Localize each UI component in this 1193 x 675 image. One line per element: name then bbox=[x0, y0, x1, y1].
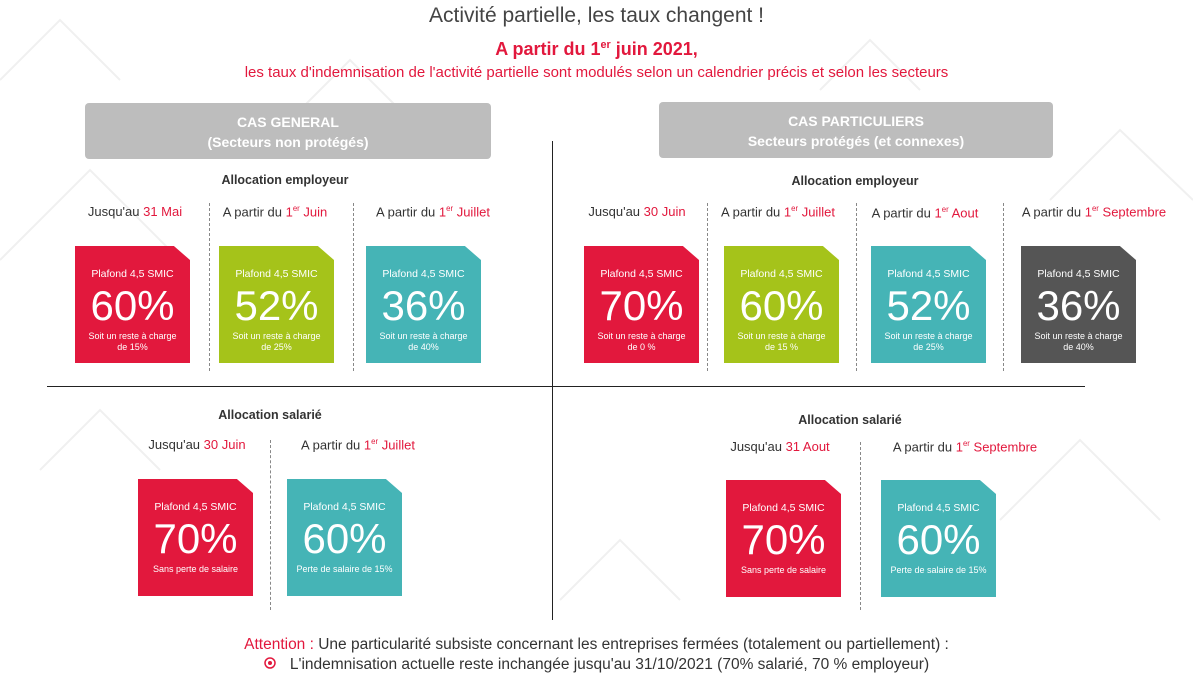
rate-card: Plafond 4,5 SMIC 60% Perte de salaire de… bbox=[881, 480, 996, 597]
horizontal-divider bbox=[47, 386, 1085, 387]
rate-card: Plafond 4,5 SMIC 60% Perte de salaire de… bbox=[287, 479, 402, 596]
particuliers-employeur-period-3: A partir du 1er Aout bbox=[871, 205, 979, 221]
dashed-separator bbox=[270, 440, 271, 610]
rate-card: Plafond 4,5 SMIC 52% Soit un reste à cha… bbox=[871, 246, 986, 363]
general-employeur-period-1: Jusqu'au 31 Mai bbox=[87, 204, 183, 219]
dashed-separator bbox=[209, 203, 210, 371]
page-subline: les taux d'indemnisation de l'activité p… bbox=[244, 64, 949, 81]
dashed-separator bbox=[856, 203, 857, 371]
bullet-note: L'indemnisation actuelle reste inchangée… bbox=[0, 656, 1193, 674]
general-salarie-period-2: A partir du 1er Juillet bbox=[301, 437, 415, 453]
page-subtitle: A partir du 1er juin 2021, bbox=[495, 39, 698, 59]
general-employeur-heading: Allocation employeur bbox=[221, 173, 349, 187]
target-icon bbox=[264, 657, 276, 669]
banner-cas-particuliers: CAS PARTICULIERS Secteurs protégés (et co… bbox=[659, 102, 1053, 158]
particuliers-employeur-period-1: Jusqu'au 30 Juin bbox=[588, 204, 686, 219]
particuliers-salarie-period-1: Jusqu'au 31 Aout bbox=[730, 439, 830, 454]
general-salarie-period-1: Jusqu'au 30 Juin bbox=[148, 437, 246, 452]
dashed-separator bbox=[353, 203, 354, 371]
rate-card: Plafond 4,5 SMIC 36% Soit un reste à cha… bbox=[1021, 246, 1136, 363]
dashed-separator bbox=[1003, 203, 1004, 371]
particuliers-salarie-period-2: A partir du 1er Septembre bbox=[892, 439, 1038, 455]
rate-card: Plafond 4,5 SMIC 70% Sans perte de salai… bbox=[138, 479, 253, 596]
particuliers-employeur-period-2: A partir du 1er Juillet bbox=[721, 204, 835, 220]
particuliers-employeur-period-4: A partir du 1er Septembre bbox=[1021, 204, 1167, 220]
particuliers-salarie-heading: Allocation salarié bbox=[798, 413, 902, 427]
rate-card: Plafond 4,5 SMIC 36% Soit un reste à cha… bbox=[366, 246, 481, 363]
page-title: Activité partielle, les taux changent ! bbox=[428, 4, 764, 27]
dashed-separator bbox=[860, 442, 861, 610]
rate-card: Plafond 4,5 SMIC 60% Soit un reste à cha… bbox=[724, 246, 839, 363]
rate-card: Plafond 4,5 SMIC 60% Soit un reste à cha… bbox=[75, 246, 190, 363]
particuliers-employeur-heading: Allocation employeur bbox=[791, 174, 919, 188]
attention-note: Attention : Une particularité subsiste c… bbox=[244, 636, 949, 653]
rate-card: Plafond 4,5 SMIC 70% Sans perte de salai… bbox=[726, 480, 841, 597]
general-employeur-period-3: A partir du 1er Juillet bbox=[376, 204, 490, 220]
general-employeur-period-2: A partir du 1er Juin bbox=[222, 204, 328, 220]
general-salarie-heading: Allocation salarié bbox=[218, 408, 322, 422]
rate-card: Plafond 4,5 SMIC 52% Soit un reste à cha… bbox=[219, 246, 334, 363]
rate-card: Plafond 4,5 SMIC 70% Soit un reste à cha… bbox=[584, 246, 699, 363]
center-divider bbox=[552, 141, 553, 620]
banner-cas-general: CAS GENERAL (Secteurs non protégés) bbox=[85, 103, 491, 159]
dashed-separator bbox=[707, 203, 708, 371]
